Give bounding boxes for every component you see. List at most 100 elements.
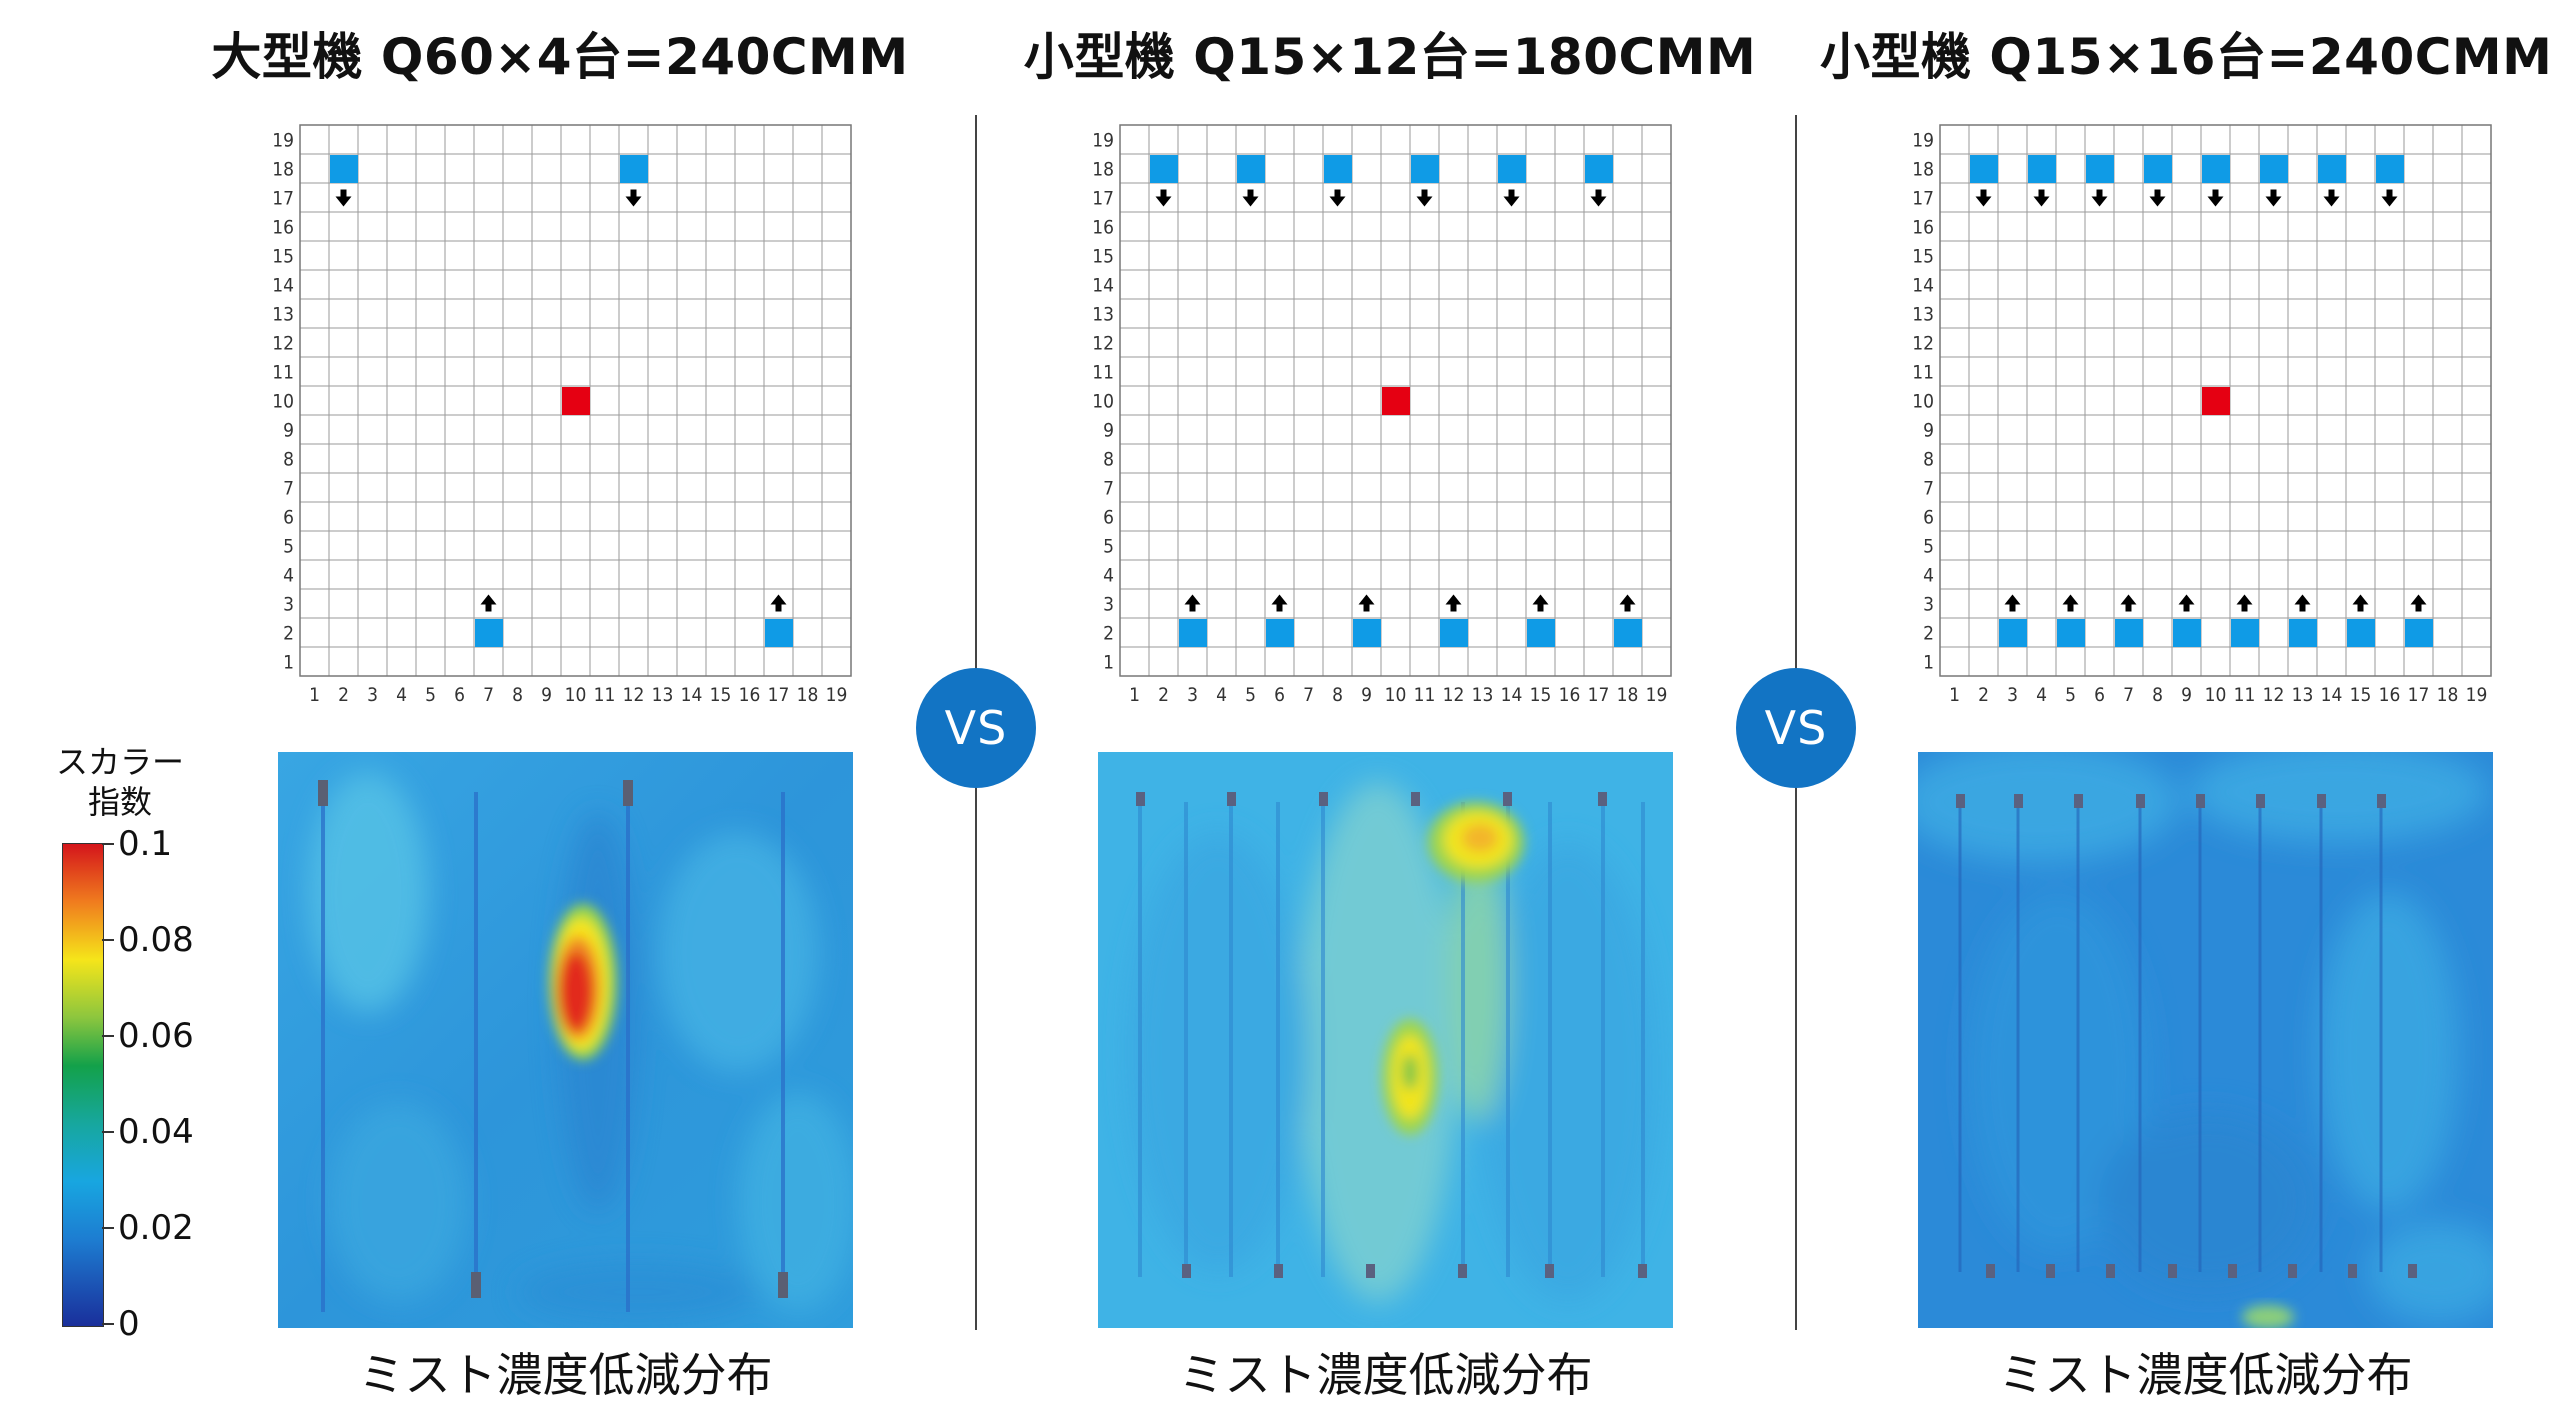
bottom-outlet-cell xyxy=(475,619,503,647)
up-arrow-icon xyxy=(1619,594,1636,612)
up-arrow-icon xyxy=(2062,594,2079,612)
y-axis-label: 19 xyxy=(1092,130,1114,152)
top-outlet-cell xyxy=(2028,155,2056,183)
y-axis-label: 6 xyxy=(1103,507,1114,529)
legend-title-line2: 指数 xyxy=(87,783,152,821)
x-axis-label: 11 xyxy=(2234,684,2256,706)
panel-1-caption: ミスト濃度低減分布 xyxy=(358,1348,773,1402)
panel-1-heatmap xyxy=(278,752,853,1328)
y-axis-label: 19 xyxy=(272,130,294,152)
up-arrow-icon xyxy=(1445,594,1462,612)
x-axis-label: 11 xyxy=(1414,684,1436,706)
x-axis-label: 2 xyxy=(1158,684,1169,706)
y-axis-label: 6 xyxy=(1923,507,1934,529)
x-axis-label: 3 xyxy=(367,684,378,706)
y-axis-label: 6 xyxy=(283,507,294,529)
y-axis-label: 18 xyxy=(1912,159,1934,181)
down-arrow-icon xyxy=(1155,189,1172,207)
top-outlet-cell xyxy=(2260,155,2288,183)
bottom-outlet-cell xyxy=(1614,619,1642,647)
bottom-outlet-cell xyxy=(1527,619,1555,647)
y-axis-label: 5 xyxy=(1103,536,1114,558)
x-axis-label: 17 xyxy=(2408,684,2430,706)
y-axis-label: 19 xyxy=(1912,130,1934,152)
x-axis-label: 16 xyxy=(739,684,761,706)
y-axis-label: 13 xyxy=(1092,304,1114,326)
up-arrow-icon xyxy=(2352,594,2369,612)
y-axis-label: 7 xyxy=(283,478,294,500)
down-arrow-icon xyxy=(625,189,642,207)
mist-source-cell xyxy=(2202,387,2230,415)
grid-lines xyxy=(1119,124,1672,677)
x-axis-label: 9 xyxy=(2181,684,2192,706)
x-axis-label: 2 xyxy=(338,684,349,706)
legend-label-4: 0.02 xyxy=(118,1208,194,1248)
vs-badge-left: VS xyxy=(916,668,1036,788)
legend-tick-0 xyxy=(102,843,114,845)
y-axis-label: 18 xyxy=(1092,159,1114,181)
down-arrow-icon xyxy=(1975,189,1992,207)
top-outlet-cell xyxy=(2376,155,2404,183)
legend-label-3: 0.04 xyxy=(118,1112,194,1152)
y-axis-label: 10 xyxy=(1912,391,1934,413)
up-arrow-icon xyxy=(480,594,497,612)
x-axis-label: 18 xyxy=(797,684,819,706)
bottom-outlet-cell xyxy=(1440,619,1468,647)
y-axis-label: 15 xyxy=(1092,246,1114,268)
down-arrow-icon xyxy=(2207,189,2224,207)
x-axis-label: 13 xyxy=(2292,684,2314,706)
x-axis-label: 8 xyxy=(1332,684,1343,706)
y-axis-label: 3 xyxy=(1103,594,1114,616)
down-arrow-icon xyxy=(2033,189,2050,207)
x-axis-label: 15 xyxy=(2350,684,2372,706)
legend-tick-3 xyxy=(102,1131,114,1133)
x-axis-label: 4 xyxy=(396,684,407,706)
y-axis-label: 16 xyxy=(1912,217,1934,239)
mist-source-cell xyxy=(562,387,590,415)
bottom-outlet-cell xyxy=(2405,619,2433,647)
x-axis-label: 16 xyxy=(1559,684,1581,706)
legend-title-line1: スカラー xyxy=(55,743,184,781)
y-axis-label: 9 xyxy=(283,420,294,442)
top-outlet-cell xyxy=(1411,155,1439,183)
y-axis-label: 4 xyxy=(283,565,294,587)
y-axis-label: 7 xyxy=(1103,478,1114,500)
x-axis-label: 8 xyxy=(512,684,523,706)
up-arrow-icon xyxy=(1271,594,1288,612)
y-axis-label: 8 xyxy=(283,449,294,471)
x-axis-label: 10 xyxy=(1385,684,1407,706)
y-axis-label: 4 xyxy=(1923,565,1934,587)
y-axis-label: 16 xyxy=(1092,217,1114,239)
top-outlet-cell xyxy=(1237,155,1265,183)
y-axis-label: 13 xyxy=(272,304,294,326)
x-axis-label: 4 xyxy=(1216,684,1227,706)
x-axis-label: 6 xyxy=(2094,684,2105,706)
up-arrow-icon xyxy=(2004,594,2021,612)
up-arrow-icon xyxy=(1532,594,1549,612)
y-axis-label: 11 xyxy=(1912,362,1934,384)
up-arrow-icon xyxy=(2294,594,2311,612)
up-arrow-icon xyxy=(770,594,787,612)
bottom-outlet-cell xyxy=(765,619,793,647)
x-axis-label: 14 xyxy=(681,684,703,706)
legend-tick-4 xyxy=(102,1227,114,1229)
legend-label-1: 0.08 xyxy=(118,920,194,960)
vs-badge-right: VS xyxy=(1736,668,1856,788)
x-axis-label: 5 xyxy=(1245,684,1256,706)
down-arrow-icon xyxy=(1503,189,1520,207)
x-axis-label: 16 xyxy=(2379,684,2401,706)
y-axis-label: 2 xyxy=(1103,623,1114,645)
x-axis-label: 11 xyxy=(594,684,616,706)
x-axis-label: 6 xyxy=(454,684,465,706)
y-axis-label: 7 xyxy=(1923,478,1934,500)
y-axis-label: 14 xyxy=(1912,275,1934,297)
y-axis-label: 2 xyxy=(1923,623,1934,645)
legend-tick-2 xyxy=(102,1035,114,1037)
y-axis-label: 1 xyxy=(1923,652,1934,674)
bottom-outlet-cell xyxy=(2231,619,2259,647)
y-axis-label: 5 xyxy=(1923,536,1934,558)
y-axis-label: 2 xyxy=(283,623,294,645)
top-outlet-cell xyxy=(2144,155,2172,183)
